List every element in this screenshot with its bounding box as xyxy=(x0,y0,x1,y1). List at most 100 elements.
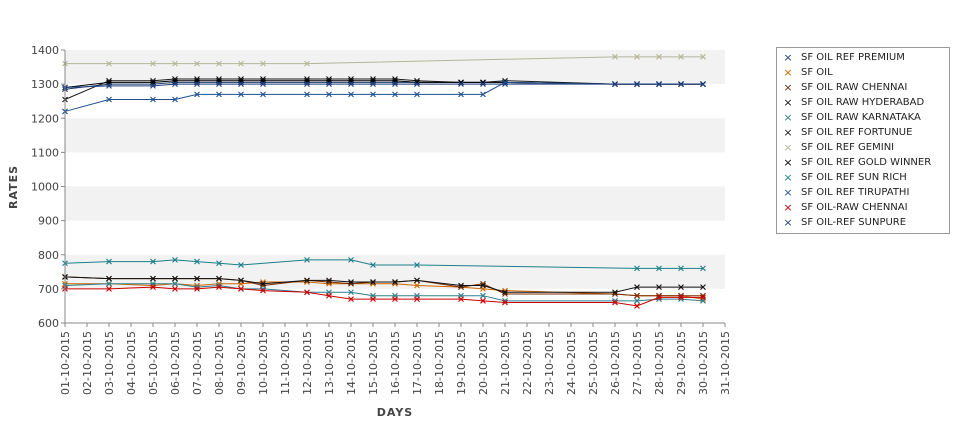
data-point-marker xyxy=(304,277,310,284)
data-point-marker xyxy=(106,280,112,287)
legend-item: × SF OIL RAW KARNATAKA xyxy=(777,110,949,125)
data-point-marker xyxy=(348,289,354,296)
series-4 xyxy=(62,274,706,296)
data-point-marker xyxy=(304,60,310,67)
data-point-marker xyxy=(216,91,222,98)
data-point-marker xyxy=(414,91,420,98)
data-point-marker xyxy=(304,91,310,98)
legend-item: × SF OIL RAW CHENNAI xyxy=(777,80,949,95)
data-point-marker xyxy=(634,53,640,60)
legend-label: SF OIL RAW CHENNAI xyxy=(801,82,908,93)
x-tick-label: 25-10-2015 xyxy=(587,331,600,395)
data-point-marker xyxy=(634,292,640,299)
data-point-marker xyxy=(172,256,178,263)
x-tick-label: 22-10-2015 xyxy=(521,331,534,395)
chart-legend: × SF OIL REF PREMIUM × SF OIL × SF OIL RAW C… xyxy=(776,47,950,234)
data-point-marker xyxy=(392,81,398,88)
data-point-marker xyxy=(414,296,420,303)
data-point-marker xyxy=(150,284,156,291)
y-axis-ticks: 600 700 800 900 1000 1100 1200 1300 1400 xyxy=(31,44,65,330)
data-point-marker xyxy=(216,275,222,282)
x-tick-label: 04-10-2015 xyxy=(125,331,138,395)
legend-item: × SF OIL REF PREMIUM xyxy=(777,50,949,65)
data-point-marker xyxy=(106,82,112,89)
legend-label: SF OIL REF FORTUNUE xyxy=(801,127,913,138)
legend-marker-icon: × xyxy=(783,51,793,64)
data-point-marker xyxy=(678,284,684,291)
grid-band xyxy=(65,118,725,153)
legend-label: SF OIL RAW HYDERABAD xyxy=(801,97,925,108)
x-tick-label: 05-10-2015 xyxy=(147,331,160,395)
data-point-marker xyxy=(480,282,486,289)
data-point-marker xyxy=(106,285,112,292)
data-point-marker xyxy=(172,285,178,292)
legend-label: SF OIL xyxy=(801,67,833,78)
y-tick-label: 800 xyxy=(38,249,59,262)
data-point-marker xyxy=(414,81,420,88)
data-point-marker xyxy=(238,262,244,268)
data-point-marker xyxy=(502,81,508,88)
data-point-marker xyxy=(194,91,200,98)
legend-marker-icon: × xyxy=(783,96,793,109)
grid-band xyxy=(65,186,725,221)
data-point-marker xyxy=(326,91,332,98)
series-line xyxy=(65,286,703,307)
data-point-marker xyxy=(370,279,376,285)
x-tick-label: 02-10-2015 xyxy=(81,331,94,395)
data-point-marker xyxy=(348,81,354,88)
data-point-marker xyxy=(414,282,420,289)
x-tick-label: 21-10-2015 xyxy=(499,331,512,395)
data-point-marker xyxy=(238,81,244,88)
data-point-marker xyxy=(326,277,332,284)
data-point-marker xyxy=(304,81,310,88)
data-point-marker xyxy=(370,91,376,98)
data-point-marker xyxy=(194,258,200,265)
x-axis-ticks: 01-10-2015 02-10-2015 03-10-2015 04-10-2015… xyxy=(59,323,732,395)
legend-marker-icon: × xyxy=(783,141,793,154)
y-axis-title: RATES xyxy=(7,165,20,209)
data-point-marker xyxy=(304,256,310,263)
data-point-marker xyxy=(458,91,464,98)
data-point-marker xyxy=(216,60,222,67)
data-point-marker xyxy=(216,260,222,267)
data-point-marker xyxy=(106,258,112,265)
y-tick-label: 600 xyxy=(38,317,59,330)
data-point-marker xyxy=(172,81,178,88)
data-point-marker xyxy=(392,91,398,98)
data-point-marker xyxy=(370,262,376,268)
data-point-marker xyxy=(260,91,266,98)
data-point-marker xyxy=(480,91,486,98)
legend-label: SF OIL REF GOLD WINNER xyxy=(801,157,932,168)
legend-marker-icon: × xyxy=(783,216,793,229)
legend-label: SF OIL REF GEMINI xyxy=(801,142,895,153)
data-point-marker xyxy=(260,81,266,88)
legend-label: SF OIL-REF SUNPURE xyxy=(801,217,907,228)
x-tick-label: 19-10-2015 xyxy=(455,331,468,395)
x-tick-label: 07-10-2015 xyxy=(191,331,204,395)
x-tick-label: 10-10-2015 xyxy=(257,331,270,395)
series-line xyxy=(65,56,703,65)
x-tick-label: 13-10-2015 xyxy=(323,331,336,395)
data-point-marker xyxy=(370,296,376,303)
data-point-marker xyxy=(348,296,354,303)
legend-label: SF OIL-RAW CHENNAI xyxy=(801,202,908,213)
data-point-marker xyxy=(392,279,398,285)
data-point-marker xyxy=(458,81,464,88)
data-point-marker xyxy=(414,277,420,284)
x-tick-label: 11-10-2015 xyxy=(279,331,292,395)
data-point-marker xyxy=(656,284,662,291)
legend-item: × SF OIL REF FORTUNUE xyxy=(777,125,949,140)
legend-marker-icon: × xyxy=(783,126,793,139)
legend-marker-icon: × xyxy=(783,186,793,199)
series-line xyxy=(64,276,703,293)
legend-item: × SF OIL-RAW CHENNAI xyxy=(777,200,949,215)
data-point-marker xyxy=(612,299,618,306)
data-point-marker xyxy=(502,289,508,296)
data-point-marker xyxy=(194,275,200,282)
data-point-marker xyxy=(172,280,178,287)
legend-marker-icon: × xyxy=(783,81,793,94)
data-point-marker xyxy=(150,96,156,103)
x-tick-label: 23-10-2015 xyxy=(543,331,556,395)
legend-label: SF OIL REF TIRUPATHI xyxy=(801,187,910,198)
